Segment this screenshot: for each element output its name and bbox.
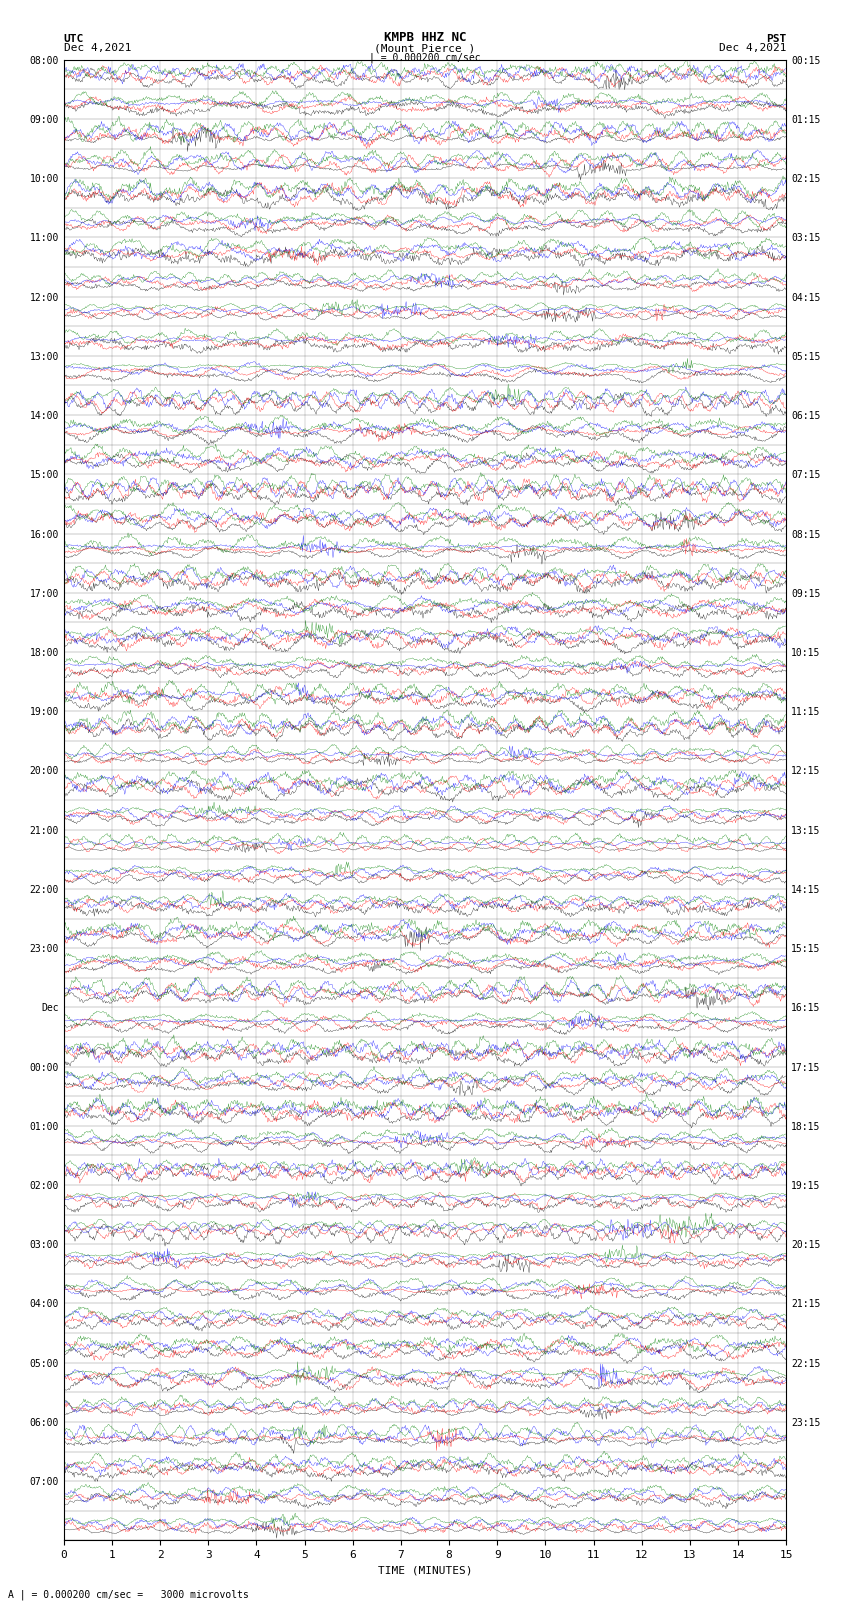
Text: Dec 4,2021: Dec 4,2021 bbox=[64, 44, 131, 53]
X-axis label: TIME (MINUTES): TIME (MINUTES) bbox=[377, 1566, 473, 1576]
Text: PST: PST bbox=[766, 34, 786, 44]
Text: A | = 0.000200 cm/sec =   3000 microvolts: A | = 0.000200 cm/sec = 3000 microvolts bbox=[8, 1589, 249, 1600]
Text: | = 0.000200 cm/sec: | = 0.000200 cm/sec bbox=[369, 52, 481, 63]
Text: Dec 4,2021: Dec 4,2021 bbox=[719, 44, 786, 53]
Text: UTC: UTC bbox=[64, 34, 84, 44]
Text: KMPB HHZ NC: KMPB HHZ NC bbox=[383, 31, 467, 44]
Text: (Mount Pierce ): (Mount Pierce ) bbox=[374, 44, 476, 53]
